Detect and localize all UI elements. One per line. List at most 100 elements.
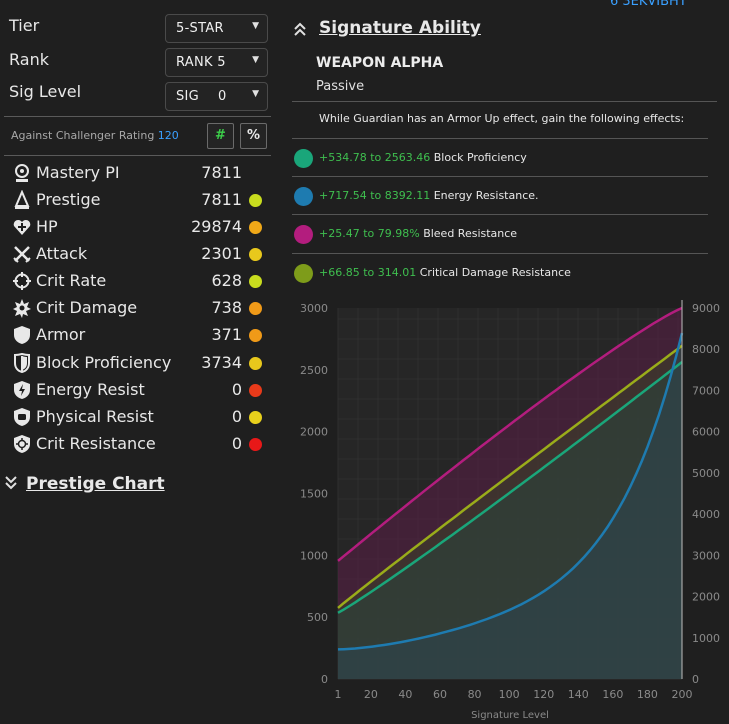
y2-tick-label: 3000 bbox=[692, 549, 720, 562]
stat-name: Attack bbox=[36, 244, 88, 263]
effect-label: Critical Damage Resistance bbox=[419, 266, 571, 279]
series-line bbox=[337, 344, 683, 609]
absolute-values-button[interactable]: # bbox=[207, 123, 234, 149]
sig-level-value: 0 bbox=[218, 89, 227, 104]
rating-indicator bbox=[249, 357, 262, 370]
divider bbox=[4, 116, 271, 117]
y2-tick-label: 9000 bbox=[692, 302, 720, 315]
stat-row-energy-resist: Energy Resist 0 bbox=[12, 378, 267, 402]
stat-row-crit-rate: Crit Rate 628 bbox=[12, 269, 267, 293]
crosshair-shield-icon bbox=[14, 435, 30, 453]
top-cut-text: 6 3EKVIBHT bbox=[610, 0, 687, 9]
tier-label: Tier bbox=[9, 16, 40, 35]
effect-label: Energy Resistance. bbox=[433, 189, 539, 202]
rating-indicator bbox=[249, 248, 262, 261]
effect-label: Bleed Resistance bbox=[423, 227, 518, 240]
stat-name: Armor bbox=[36, 325, 86, 344]
y2-tick-label: 2000 bbox=[692, 591, 720, 604]
rating-indicator bbox=[249, 438, 262, 451]
challenger-label: Against Challenger Rating bbox=[11, 129, 155, 142]
stat-value: 7811 bbox=[201, 163, 242, 182]
y-tick-label: 500 bbox=[307, 611, 328, 624]
stat-row-crit-resistance: Crit Resistance 0 bbox=[12, 432, 267, 456]
y2-tick-label: 6000 bbox=[692, 426, 720, 439]
rank-value: RANK 5 bbox=[176, 55, 226, 70]
y-tick-label: 2000 bbox=[300, 426, 328, 439]
tier-value: 5-STAR bbox=[176, 21, 224, 36]
y2-tick-label: 8000 bbox=[692, 343, 720, 356]
y-tick-label: 1500 bbox=[300, 488, 328, 501]
y2-tick-label: 0 bbox=[692, 673, 699, 686]
ability-description: While Guardian has an Armor Up effect, g… bbox=[319, 112, 685, 125]
stat-value: 0 bbox=[231, 380, 242, 399]
rating-indicator bbox=[249, 221, 262, 234]
effect-row: +25.47 to 79.98% Bleed Resistance bbox=[294, 223, 714, 245]
sig-row: Sig Level bbox=[0, 82, 272, 112]
chevron-down-icon: ▼ bbox=[252, 89, 259, 99]
x-tick-label: 140 bbox=[568, 688, 589, 701]
series-line bbox=[337, 361, 683, 614]
chevron-down-icon: ▼ bbox=[252, 55, 259, 65]
series-color-dot bbox=[294, 149, 313, 168]
signature-chart: 0 500 1000 1500 2000 2500 3000 0 1000 2000 3000 400… bbox=[300, 300, 720, 721]
stat-value: 7811 bbox=[201, 190, 242, 209]
effect-row: +66.85 to 314.01 Critical Damage Resista… bbox=[294, 262, 714, 284]
sig-level-label: Sig Level bbox=[9, 82, 82, 101]
stat-value: 628 bbox=[211, 271, 242, 290]
percent-values-button[interactable]: % bbox=[240, 123, 267, 149]
x-tick-label: 100 bbox=[499, 688, 520, 701]
double-chevron-down-icon bbox=[5, 476, 17, 494]
effect-range: +717.54 to 8392.11 bbox=[319, 189, 431, 202]
ability-name: WEAPON ALPHA bbox=[316, 55, 444, 71]
y2-tick-label: 7000 bbox=[692, 384, 720, 397]
effect-label: Block Proficiency bbox=[433, 151, 527, 164]
stat-name: Prestige bbox=[36, 190, 101, 209]
sig-level-dropdown[interactable]: SIG 0 ▼ bbox=[165, 82, 268, 111]
stat-value: 371 bbox=[211, 325, 242, 344]
x-tick-label: 60 bbox=[433, 688, 447, 701]
series-color-dot bbox=[294, 225, 313, 244]
effect-row: +717.54 to 8392.11 Energy Resistance. bbox=[294, 185, 714, 207]
rank-dropdown[interactable]: RANK 5 ▼ bbox=[165, 48, 268, 77]
y2-tick-label: 4000 bbox=[692, 508, 720, 521]
x-tick-label: 200 bbox=[672, 688, 693, 701]
x-axis-label: Signature Level bbox=[471, 710, 549, 721]
stat-name: Physical Resist bbox=[36, 407, 154, 426]
stat-value: 0 bbox=[231, 407, 242, 426]
stat-name: Energy Resist bbox=[36, 380, 145, 399]
stat-name: Block Proficiency bbox=[36, 353, 172, 372]
divider bbox=[292, 101, 717, 102]
divider bbox=[4, 155, 271, 156]
effect-row: +534.78 to 2563.46 Block Proficiency bbox=[294, 147, 714, 169]
stat-value: 0 bbox=[231, 434, 242, 453]
stat-row-attack: Attack 2301 bbox=[12, 242, 267, 266]
effect-range: +25.47 to 79.98% bbox=[319, 227, 420, 240]
stat-value: 29874 bbox=[191, 217, 242, 236]
stat-value: 738 bbox=[211, 298, 242, 317]
block-shield-icon bbox=[14, 353, 30, 373]
mastery-icon bbox=[15, 164, 29, 182]
y-tick-label: 3000 bbox=[300, 302, 328, 315]
effect-range: +66.85 to 314.01 bbox=[319, 266, 417, 279]
tier-dropdown[interactable]: 5-STAR ▼ bbox=[165, 14, 268, 43]
x-tick-label: 160 bbox=[602, 688, 623, 701]
energy-shield-icon bbox=[14, 381, 30, 399]
divider bbox=[292, 214, 708, 215]
y2-tick-label: 5000 bbox=[692, 467, 720, 480]
series-color-dot bbox=[294, 187, 313, 206]
rank-row: Rank bbox=[0, 48, 272, 78]
stat-row-hp: HP 29874 bbox=[12, 215, 267, 239]
x-tick-label: 40 bbox=[398, 688, 412, 701]
rating-indicator bbox=[249, 302, 262, 315]
fist-shield-icon bbox=[14, 408, 30, 426]
stat-name: Mastery PI bbox=[36, 163, 120, 182]
stat-row-crit-damage: Crit Damage 738 bbox=[12, 296, 267, 320]
challenger-rating: Against Challenger Rating 120 bbox=[11, 129, 179, 142]
rating-indicator bbox=[249, 329, 262, 342]
burst-icon bbox=[13, 299, 31, 318]
stat-row-physical-resist: Physical Resist 0 bbox=[12, 405, 267, 429]
rating-indicator bbox=[249, 411, 262, 424]
stat-value: 3734 bbox=[201, 353, 242, 372]
rating-indicator bbox=[249, 384, 262, 397]
rank-label: Rank bbox=[9, 50, 49, 69]
